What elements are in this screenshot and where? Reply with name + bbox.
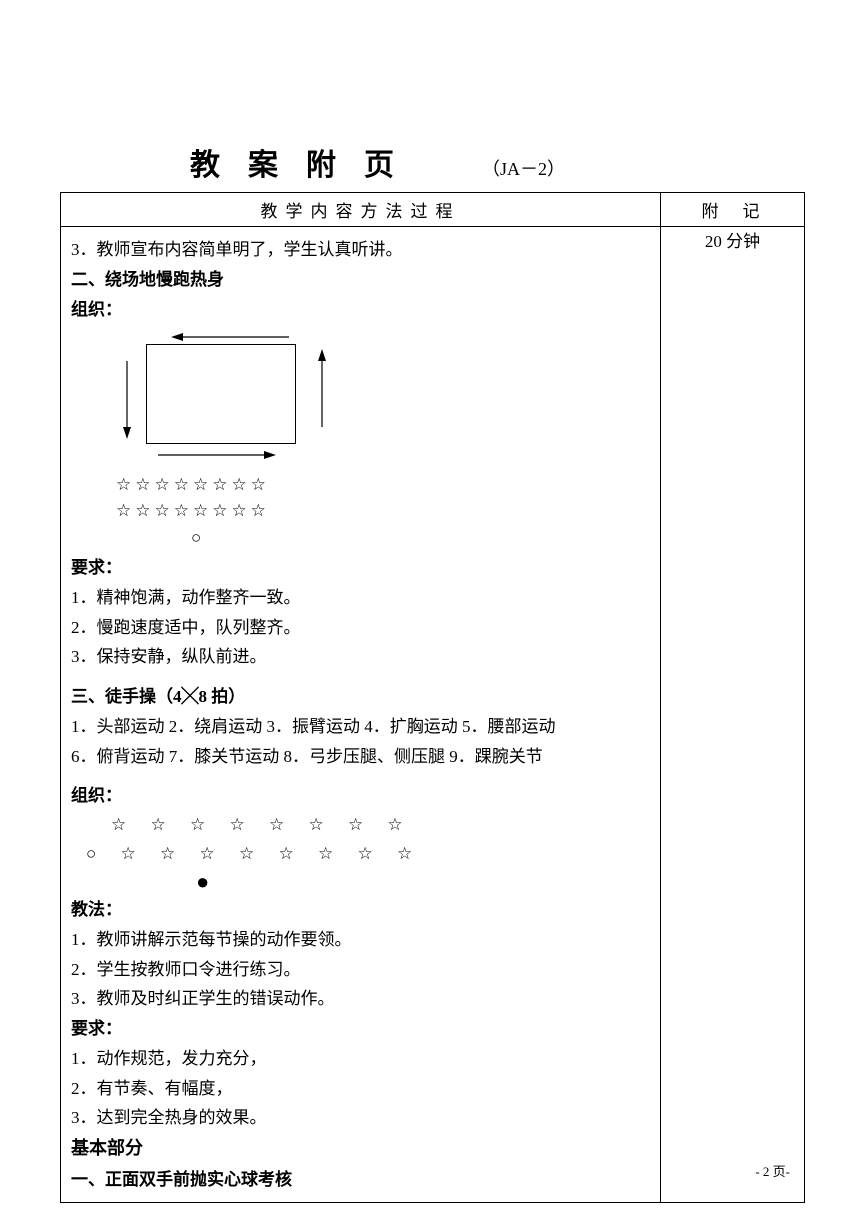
jog-diagram (111, 329, 341, 464)
sec3-line-2: 6．俯背运动 7．膝关节运动 8．弓步压腿、侧压腿 9．踝腕关节 (71, 742, 650, 772)
line-3: 3．教师宣布内容简单明了，学生认真听讲。 (71, 235, 650, 265)
arrow-left-icon (121, 359, 133, 439)
page-title: 教案附页 (190, 140, 422, 184)
rq-3: 3．达到完全热身的效果。 (71, 1103, 650, 1133)
org-label-1: 组织： (71, 295, 650, 325)
table-header-row: 教学内容方法过程 附记 (61, 193, 805, 227)
req-1: 1．精神饱满，动作整齐一致。 (71, 583, 650, 613)
section-2-title: 二、绕场地慢跑热身 (71, 265, 650, 295)
section-3-title: 三、徒手操（4╳8 拍） (71, 682, 650, 712)
method-1: 1．教师讲解示范每节操的动作要领。 (71, 925, 650, 955)
content-left-cell: 3．教师宣布内容简单明了，学生认真听讲。 二、绕场地慢跑热身 组织： (61, 227, 661, 1203)
col-right-header: 附记 (661, 193, 805, 227)
right-note: 20 分钟 (661, 227, 804, 252)
req-2: 2．慢跑速度适中，队列整齐。 (71, 613, 650, 643)
arrow-bottom-icon (156, 449, 276, 461)
stars-row-2: ☆☆☆☆☆☆☆☆ (116, 498, 650, 524)
stars-circle: ○ (191, 523, 650, 553)
col-left-header: 教学内容方法过程 (61, 193, 661, 227)
sec3-line-1: 1．头部运动 2．绕肩运动 3．振臂运动 4．扩胸运动 5．腰部运动 (71, 712, 650, 742)
req-label-2: 要求： (71, 1014, 650, 1044)
arrow-top-icon (171, 331, 291, 343)
req-label-1: 要求： (71, 553, 650, 583)
method-3: 3．教师及时纠正学生的错误动作。 (71, 984, 650, 1014)
spacer-1 (71, 672, 650, 682)
org-label-2: 组织： (71, 781, 650, 811)
basic-title: 基本部分 (71, 1133, 650, 1165)
arrow-right-icon (316, 349, 328, 429)
req-3: 3．保持安静，纵队前进。 (71, 642, 650, 672)
page-number: - 2 页- (755, 1161, 790, 1180)
stars2-row-2: ○ ☆ ☆ ☆ ☆ ☆ ☆ ☆ ☆ (86, 840, 650, 869)
stars-row-1: ☆☆☆☆☆☆☆☆ (116, 472, 650, 498)
method-label: 教法： (71, 895, 650, 925)
table-body-row: 3．教师宣布内容简单明了，学生认真听讲。 二、绕场地慢跑热身 组织： (61, 227, 805, 1203)
main-table: 教学内容方法过程 附记 3．教师宣布内容简单明了，学生认真听讲。 二、绕场地慢跑… (60, 192, 805, 1203)
title-row: 教案附页 （JA－2） (60, 140, 805, 184)
rq-1: 1．动作规范，发力充分， (71, 1044, 650, 1074)
basic-sec-1: 一、正面双手前抛实心球考核 (71, 1165, 650, 1195)
content-right-cell: 20 分钟 (661, 227, 805, 1203)
spacer-2 (71, 771, 650, 781)
method-2: 2．学生按教师口令进行练习。 (71, 955, 650, 985)
diagram-rect (146, 344, 296, 444)
doc-code: （JA－2） (482, 155, 565, 181)
black-dot: ● (196, 869, 650, 895)
stars2-row-1: ☆ ☆ ☆ ☆ ☆ ☆ ☆ ☆ (111, 811, 650, 840)
page-container: 教案附页 （JA－2） 教学内容方法过程 附记 3．教师宣布内容简单明了，学生认… (0, 0, 860, 1203)
rq-2: 2．有节奏、有幅度， (71, 1074, 650, 1104)
